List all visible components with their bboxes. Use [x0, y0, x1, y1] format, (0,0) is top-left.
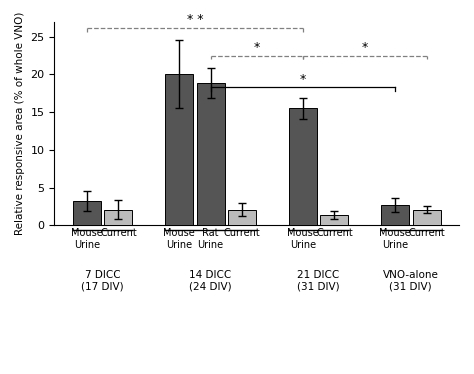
Bar [413, 209, 441, 226]
Bar [104, 209, 132, 226]
Y-axis label: Relative responsive area (% of whole VNO): Relative responsive area (% of whole VNO… [15, 12, 25, 235]
Text: *: * [300, 73, 306, 86]
Bar [73, 201, 101, 226]
Text: *: * [254, 41, 260, 54]
Text: *: * [362, 41, 368, 54]
Bar [165, 74, 193, 226]
Bar [381, 205, 409, 226]
Text: * *: * * [187, 13, 203, 26]
Text: 21 DICC
(31 DIV): 21 DICC (31 DIV) [297, 270, 340, 292]
Bar [228, 209, 256, 226]
Bar [320, 215, 348, 226]
Text: 14 DICC
(24 DIV): 14 DICC (24 DIV) [189, 270, 232, 292]
Bar [289, 108, 317, 226]
Text: VNO-alone
(31 DIV): VNO-alone (31 DIV) [383, 270, 439, 292]
Text: 7 DICC
(17 DIV): 7 DICC (17 DIV) [81, 270, 124, 292]
Bar [197, 83, 225, 226]
